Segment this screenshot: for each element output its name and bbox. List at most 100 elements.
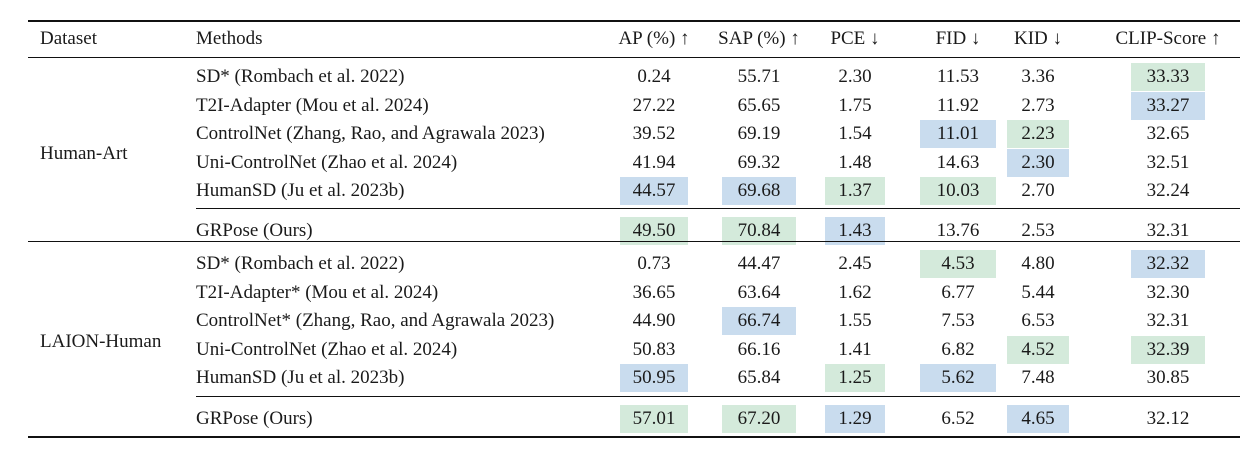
best-highlight (1131, 63, 1205, 91)
metric-value: 49.50 (632, 220, 676, 241)
metric-value: 14.63 (936, 151, 980, 173)
metric-value: 2.73 (1021, 94, 1055, 116)
metric-value: 69.68 (737, 180, 781, 202)
metric-value: 32.12 (1146, 408, 1190, 429)
metric-value: 33.33 (1146, 66, 1190, 87)
second-best-highlight (825, 405, 885, 433)
metric-value: 6.52 (941, 408, 975, 429)
metric-value: 1.29 (838, 408, 872, 429)
metric-value: 1.62 (838, 281, 872, 303)
metric-value: 11.92 (936, 94, 980, 116)
best-highlight (620, 405, 688, 433)
second-best-highlight (920, 120, 996, 149)
metric-value: 7.48 (1021, 367, 1055, 389)
metric-value: 1.37 (838, 180, 872, 202)
metric-value: 27.22 (632, 94, 676, 116)
best-highlight (1007, 120, 1069, 149)
second-best-highlight (1131, 250, 1205, 278)
metric-value: 2.53 (1021, 220, 1055, 241)
header-1: AP (%) ↑ (618, 28, 690, 49)
metric-value: 69.19 (737, 123, 781, 145)
metric-value: 32.31 (1146, 220, 1190, 241)
dataset-label: Human-Art (40, 143, 128, 164)
second-best-highlight (722, 177, 796, 206)
metric-value: 2.23 (1021, 123, 1055, 145)
metric-value: 6.53 (1021, 310, 1055, 332)
metric-value: 1.75 (838, 94, 872, 116)
second-best-highlight (825, 217, 885, 245)
metric-value: 32.24 (1146, 180, 1190, 202)
metric-value: 1.48 (838, 151, 872, 173)
header-5: KID ↓ (1013, 28, 1063, 49)
metric-value: 32.65 (1146, 123, 1190, 145)
metric-value: 2.45 (838, 253, 872, 274)
method-name: T2I-Adapter* (Mou et al. 2024) (196, 281, 439, 303)
metric-value: 1.54 (838, 123, 872, 145)
metric-value: 5.44 (1021, 281, 1055, 303)
table-rule (28, 436, 1240, 438)
metric-value: 7.53 (941, 310, 975, 332)
method-name: ControlNet (Zhang, Rao, and Agrawala 202… (196, 123, 545, 145)
second-best-highlight (1007, 148, 1069, 177)
method-name-ours: GRPose (Ours) (196, 408, 313, 429)
metric-value: 66.74 (737, 310, 781, 332)
metric-value: 32.51 (1146, 151, 1190, 173)
metric-value: 11.01 (936, 123, 980, 145)
best-highlight (825, 177, 885, 206)
best-highlight (1007, 335, 1069, 364)
metric-value: 4.80 (1021, 253, 1055, 274)
header-6: CLIP-Score ↑ (1115, 28, 1221, 49)
metric-value: 66.16 (737, 338, 781, 360)
best-highlight (825, 364, 885, 393)
best-highlight (920, 250, 996, 278)
metric-value: 2.30 (1021, 151, 1055, 173)
metric-value: 44.90 (632, 310, 676, 332)
table-rule (196, 396, 1240, 397)
method-name: SD* (Rombach et al. 2022) (196, 253, 405, 274)
metric-value: 33.27 (1146, 94, 1190, 116)
metric-value: 5.62 (941, 367, 975, 389)
second-best-highlight (1007, 405, 1069, 433)
metric-value: 32.31 (1146, 310, 1190, 332)
best-highlight (722, 405, 796, 433)
metric-value: 50.95 (632, 367, 676, 389)
header-methods: Methods (196, 28, 263, 49)
metric-value: 39.52 (632, 123, 676, 145)
metric-value: 10.03 (936, 180, 980, 202)
metric-value: 6.77 (941, 281, 975, 303)
table-rule (28, 57, 1240, 58)
best-highlight (620, 217, 688, 245)
best-highlight (722, 217, 796, 245)
metric-value: 4.53 (941, 253, 975, 274)
second-best-highlight (620, 364, 688, 393)
metric-value: 13.76 (936, 220, 980, 241)
method-name: SD* (Rombach et al. 2022) (196, 66, 405, 87)
metric-value: 65.84 (737, 367, 781, 389)
header-dataset: Dataset (40, 28, 97, 49)
metric-value: 32.30 (1146, 281, 1190, 303)
second-best-highlight (722, 307, 796, 336)
metric-value: 32.32 (1146, 253, 1190, 274)
metric-value: 69.32 (737, 151, 781, 173)
method-name: Uni-ControlNet (Zhao et al. 2024) (196, 151, 458, 173)
metric-value: 11.53 (936, 66, 980, 87)
metric-value: 44.57 (632, 180, 676, 202)
header-4: FID ↓ (935, 28, 981, 49)
metric-value: 1.55 (838, 310, 872, 332)
method-name: ControlNet* (Zhang, Rao, and Agrawala 20… (196, 310, 555, 332)
table-rule (28, 241, 1240, 242)
method-name: HumanSD (Ju et al. 2023b) (196, 367, 405, 389)
best-highlight (920, 177, 996, 206)
method-name-ours: GRPose (Ours) (196, 220, 313, 241)
second-best-highlight (620, 177, 688, 206)
method-name: T2I-Adapter (Mou et al. 2024) (196, 94, 429, 116)
method-name: Uni-ControlNet (Zhao et al. 2024) (196, 338, 458, 360)
table-rule (28, 20, 1240, 22)
metric-value: 44.47 (737, 253, 781, 274)
metric-value: 3.36 (1021, 66, 1055, 87)
method-name: HumanSD (Ju et al. 2023b) (196, 180, 405, 202)
metric-value: 30.85 (1146, 367, 1190, 389)
metric-value: 1.25 (838, 367, 872, 389)
metric-value: 36.65 (632, 281, 676, 303)
metric-value: 4.52 (1021, 338, 1055, 360)
